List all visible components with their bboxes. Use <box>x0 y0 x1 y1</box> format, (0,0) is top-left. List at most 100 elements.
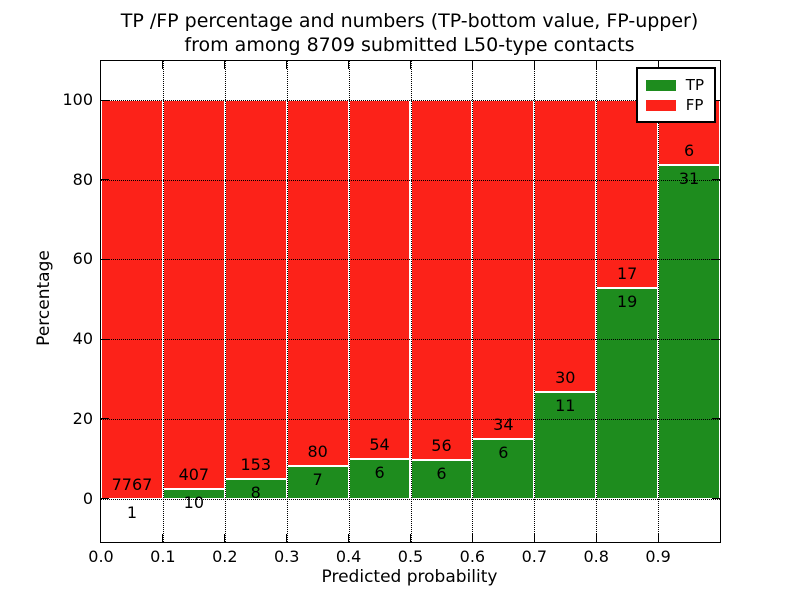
x-tick-label: 0.1 <box>150 547 176 566</box>
x-tick-mark <box>595 534 597 542</box>
y-tick-label: 60 <box>72 249 93 269</box>
x-tick-label: 0.5 <box>397 547 424 566</box>
bar-fp-segment <box>286 100 349 467</box>
y-tick-mark <box>101 418 109 420</box>
y-tick-mark <box>101 258 109 260</box>
y-tick-mark <box>101 179 109 181</box>
fp-count-label: 54 <box>369 434 390 454</box>
grid-line-vertical <box>224 61 226 542</box>
y-tick-mark-right <box>712 338 720 340</box>
x-axis-label: Predicted probability <box>321 567 498 587</box>
x-tick-mark-top <box>657 61 659 69</box>
tp-count-label: 7 <box>312 470 323 490</box>
grid-line-vertical <box>410 61 412 542</box>
grid-line-horizontal <box>101 100 720 102</box>
x-tick-mark <box>224 534 226 542</box>
y-tick-label: 80 <box>72 169 93 189</box>
tp-count-label: 19 <box>616 292 638 312</box>
fp-count-label: 17 <box>616 264 638 284</box>
grid-line-horizontal <box>101 418 720 420</box>
chart-title-line-1: TP /FP percentage and numbers (TP-bottom… <box>120 10 699 32</box>
bar-tp-segment <box>410 459 473 499</box>
plot-area: 7767 1 407 10 153 8 80 7 54 6 56 6 34 6 30 11 17 19 6 31 0.0… <box>62 60 721 566</box>
fp-count-label: 56 <box>431 435 452 455</box>
legend-swatch-tp <box>645 79 676 91</box>
x-tick-mark-top <box>533 61 535 69</box>
grid-line-horizontal <box>101 259 720 261</box>
grid-line-vertical <box>286 61 288 542</box>
bar-fp-segment <box>596 100 659 289</box>
grid-line-vertical <box>162 61 164 542</box>
y-tick-mark-right <box>712 179 720 181</box>
x-tick-mark-top <box>286 61 288 69</box>
tp-count-label: 8 <box>250 482 261 502</box>
x-tick-mark <box>162 534 164 542</box>
bar-fp-segment <box>410 100 473 460</box>
grid-line-vertical <box>534 61 536 542</box>
x-tick-mark <box>348 534 350 542</box>
grid-line-vertical <box>658 61 660 542</box>
legend-swatch-fp <box>645 99 676 111</box>
legend-label-fp: FP <box>685 95 704 114</box>
tp-count-label: 6 <box>436 463 447 483</box>
y-tick-mark-right <box>712 99 720 101</box>
legend-row-fp: FP <box>645 95 704 115</box>
bar-fp-segment <box>101 100 163 499</box>
grid-line-horizontal <box>101 179 720 181</box>
x-tick-mark-top <box>224 61 226 69</box>
grid-line-vertical <box>596 61 598 542</box>
grid-line-horizontal <box>101 339 720 341</box>
tp-count-label: 6 <box>498 442 509 462</box>
x-tick-mark <box>657 534 659 542</box>
x-tick-label: 0.9 <box>645 547 671 566</box>
bar-fp-segment <box>472 100 535 439</box>
x-tick-mark <box>286 534 288 542</box>
tp-count-label: 11 <box>555 395 576 415</box>
grid-line-vertical <box>472 61 474 542</box>
legend-row-tp: TP <box>645 75 704 95</box>
x-tick-mark-top <box>348 61 350 69</box>
x-tick-label: 0.4 <box>335 547 362 566</box>
y-tick-mark <box>101 498 109 500</box>
x-tick-mark-top <box>410 61 411 69</box>
bar-tp-segment <box>286 466 349 499</box>
y-tick-mark-right <box>712 258 720 260</box>
fp-count-label: 80 <box>307 442 328 462</box>
fp-count-label: 6 <box>683 140 695 160</box>
bar-tp-segment <box>596 288 659 499</box>
y-tick-mark-right <box>712 498 720 500</box>
x-tick-label: 0.7 <box>521 547 548 566</box>
fp-count-label: 30 <box>555 367 576 387</box>
tp-count-label: 6 <box>374 462 385 482</box>
grid-line-horizontal <box>101 498 720 500</box>
bar-tp-segment <box>348 458 411 499</box>
y-tick-label: 0 <box>82 488 93 508</box>
y-tick-mark <box>101 99 109 101</box>
legend-label-tp: TP <box>685 75 704 94</box>
x-tick-label: 0.3 <box>273 547 300 566</box>
fp-count-label: 153 <box>240 454 272 474</box>
y-tick-mark-right <box>712 418 720 420</box>
x-tick-mark <box>533 534 535 542</box>
chart-title-line-2: from among 8709 submitted L50-type conta… <box>184 34 635 56</box>
chart-title: TP /FP percentage and numbers (TP-bottom… <box>100 9 719 57</box>
bar-fp-segment <box>348 100 411 459</box>
x-tick-label: 0.8 <box>583 547 609 566</box>
tp-count-label: 1 <box>126 502 138 522</box>
x-tick-mark-top <box>162 61 164 69</box>
x-tick-label: 0.6 <box>459 547 486 566</box>
bar-tp-segment <box>658 164 720 499</box>
fp-count-label: 407 <box>178 465 210 484</box>
x-tick-label: 0.2 <box>212 547 238 566</box>
fp-count-label: 7767 <box>111 474 153 494</box>
tp-count-label: 31 <box>678 168 700 188</box>
x-tick-mark <box>410 534 411 542</box>
bar-tp-segment <box>534 391 597 499</box>
y-tick-label: 20 <box>72 408 93 428</box>
y-tick-label: 40 <box>72 329 93 349</box>
x-tick-label: 0.0 <box>88 547 114 566</box>
grid-line-vertical <box>348 61 350 542</box>
x-tick-mark-top <box>595 61 597 69</box>
fp-count-label: 34 <box>493 414 514 434</box>
